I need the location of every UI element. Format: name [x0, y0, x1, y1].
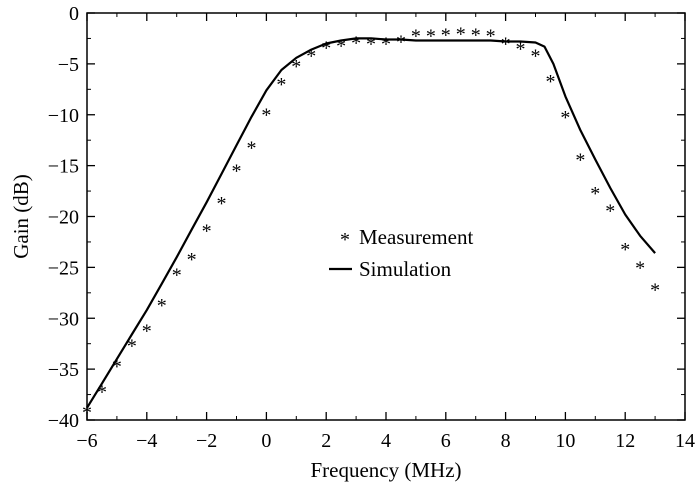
legend-measurement-label: Measurement — [359, 225, 473, 249]
measurement-point: * — [426, 25, 436, 47]
measurement-point: * — [291, 56, 301, 78]
y-tick-label: −5 — [58, 54, 79, 76]
measurement-point: * — [635, 257, 645, 279]
measurement-point: * — [232, 161, 242, 183]
x-tick-label: 4 — [381, 430, 391, 452]
measurement-point: * — [276, 74, 286, 96]
measurement-point: * — [112, 356, 122, 378]
plot-area — [86, 12, 686, 421]
y-tick-label: −30 — [48, 308, 79, 330]
x-tick-label: −4 — [136, 430, 157, 452]
measurement-point: * — [456, 23, 466, 45]
y-tick-label: −35 — [48, 359, 79, 381]
measurement-point: * — [620, 239, 630, 261]
measurement-point: * — [261, 105, 271, 127]
series-layer: *************************************** — [82, 23, 660, 424]
measurement-point: * — [336, 36, 346, 58]
measurement-point: * — [351, 32, 361, 54]
y-tick-label: −40 — [48, 410, 79, 432]
x-tick-label: −2 — [196, 430, 217, 452]
measurement-point: * — [127, 336, 137, 358]
y-tick-label: −10 — [48, 105, 79, 127]
measurement-point: * — [217, 193, 227, 215]
measurement-point: * — [187, 249, 197, 271]
legend-simulation-label: Simulation — [359, 257, 452, 281]
measurement-point: * — [486, 25, 496, 47]
x-tick-label: 0 — [261, 430, 271, 452]
y-tick-label: −20 — [48, 207, 79, 229]
measurement-point: * — [590, 183, 600, 205]
x-tick-label: 2 — [321, 430, 331, 452]
y-tick-label: 0 — [69, 3, 79, 25]
x-axis-title: Frequency (MHz) — [310, 458, 461, 482]
axes: −6 −4 −2 0 2 4 6 8 10 12 140−5−10−15−20−25−30−35−4… — [9, 3, 695, 482]
measurement-point: * — [441, 24, 451, 46]
measurement-point: * — [246, 137, 256, 159]
measurement-point: * — [605, 200, 615, 222]
measurement-point: * — [381, 33, 391, 55]
y-axis-title: Gain (dB) — [9, 174, 33, 259]
plot-frame — [86, 12, 686, 421]
measurement-point: * — [396, 31, 406, 53]
measurement-point: * — [650, 280, 660, 302]
measurement-point: * — [501, 33, 511, 55]
x-tick-label: 14 — [675, 430, 695, 452]
measurement-point: * — [531, 46, 541, 68]
measurement-point: * — [575, 149, 585, 171]
measurement-point: * — [545, 71, 555, 93]
x-tick-label: −6 — [76, 430, 97, 452]
y-tick-label: −25 — [48, 257, 79, 279]
measurement-point: * — [97, 381, 107, 403]
measurement-point: * — [560, 107, 570, 129]
x-tick-label: 10 — [555, 430, 575, 452]
measurement-point: * — [366, 33, 376, 55]
x-tick-label: 12 — [615, 430, 635, 452]
measurement-point: * — [321, 38, 331, 60]
measurement-point: * — [471, 24, 481, 46]
simulation-line — [86, 37, 656, 409]
y-tick-label: −15 — [48, 156, 79, 178]
measurement-point: * — [142, 320, 152, 342]
x-tick-label: 6 — [441, 430, 451, 452]
measurement-point: * — [306, 46, 316, 68]
legend: * Measurement Simulation — [329, 225, 473, 281]
measurement-point: * — [202, 221, 212, 243]
measurement-point: * — [157, 295, 167, 317]
measurement-point: * — [516, 39, 526, 61]
measurement-point: * — [172, 264, 182, 286]
x-tick-label: 8 — [501, 430, 511, 452]
legend-measurement-marker: * — [340, 229, 350, 251]
measurement-point: * — [411, 25, 421, 47]
